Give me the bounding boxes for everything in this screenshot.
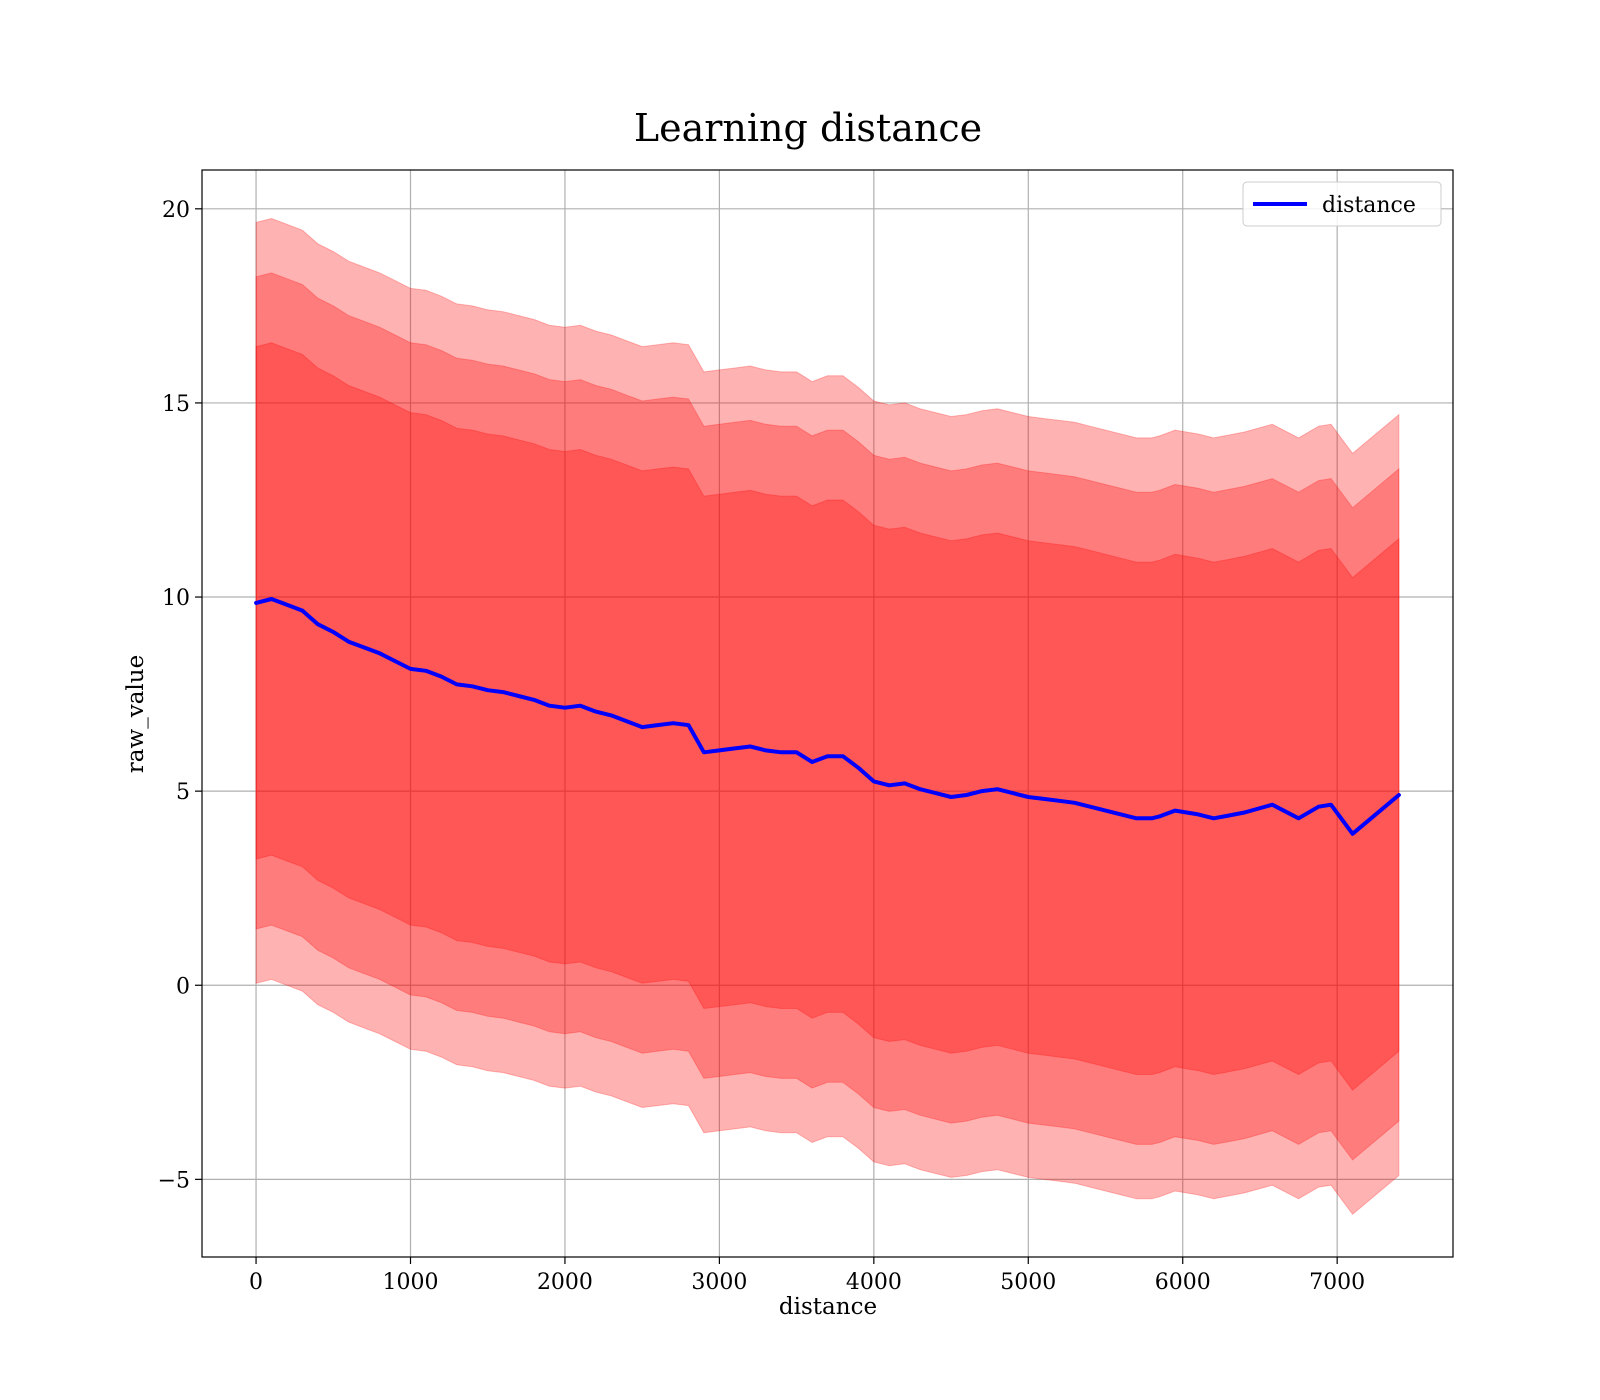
confidence-band (255, 342, 1400, 1091)
chart-title: Learning distance (634, 106, 982, 150)
x-tick-label: 7000 (1309, 1270, 1365, 1295)
x-tick-label: 4000 (846, 1270, 902, 1295)
legend-entry-distance: distance (1322, 193, 1416, 218)
x-tick-label: 2000 (537, 1270, 593, 1295)
x-tick-label: 0 (249, 1270, 263, 1295)
data-series (254, 597, 1401, 836)
y-axis-label: raw_value (123, 655, 149, 773)
x-axis-ticks: 0 1000 2000 3000 4000 5000 6000 7000 (249, 1257, 1365, 1295)
y-tick-label: 15 (162, 392, 190, 417)
plot-frame (201, 169, 1454, 1258)
x-tick-label: 5000 (1000, 1270, 1056, 1295)
y-tick-label: 0 (176, 974, 190, 999)
x-tick-label: 1000 (383, 1270, 439, 1295)
grid (202, 170, 1453, 1257)
confidence-band (255, 272, 1400, 1161)
series-line-distance (254, 597, 1401, 836)
legend: distance (1242, 181, 1442, 227)
y-tick-label: 20 (162, 198, 190, 223)
y-tick-label: 5 (176, 780, 190, 805)
confidence-band (255, 217, 1400, 1216)
y-tick-label: 10 (162, 586, 190, 611)
x-tick-label: 3000 (691, 1270, 747, 1295)
y-tick-label: −5 (158, 1168, 190, 1193)
x-axis-label: distance (779, 1294, 877, 1320)
confidence-bands (255, 217, 1400, 1216)
legend-box (1242, 181, 1442, 227)
x-tick-label: 6000 (1155, 1270, 1211, 1295)
y-axis-ticks: −5 0 5 10 15 20 (158, 198, 202, 1193)
